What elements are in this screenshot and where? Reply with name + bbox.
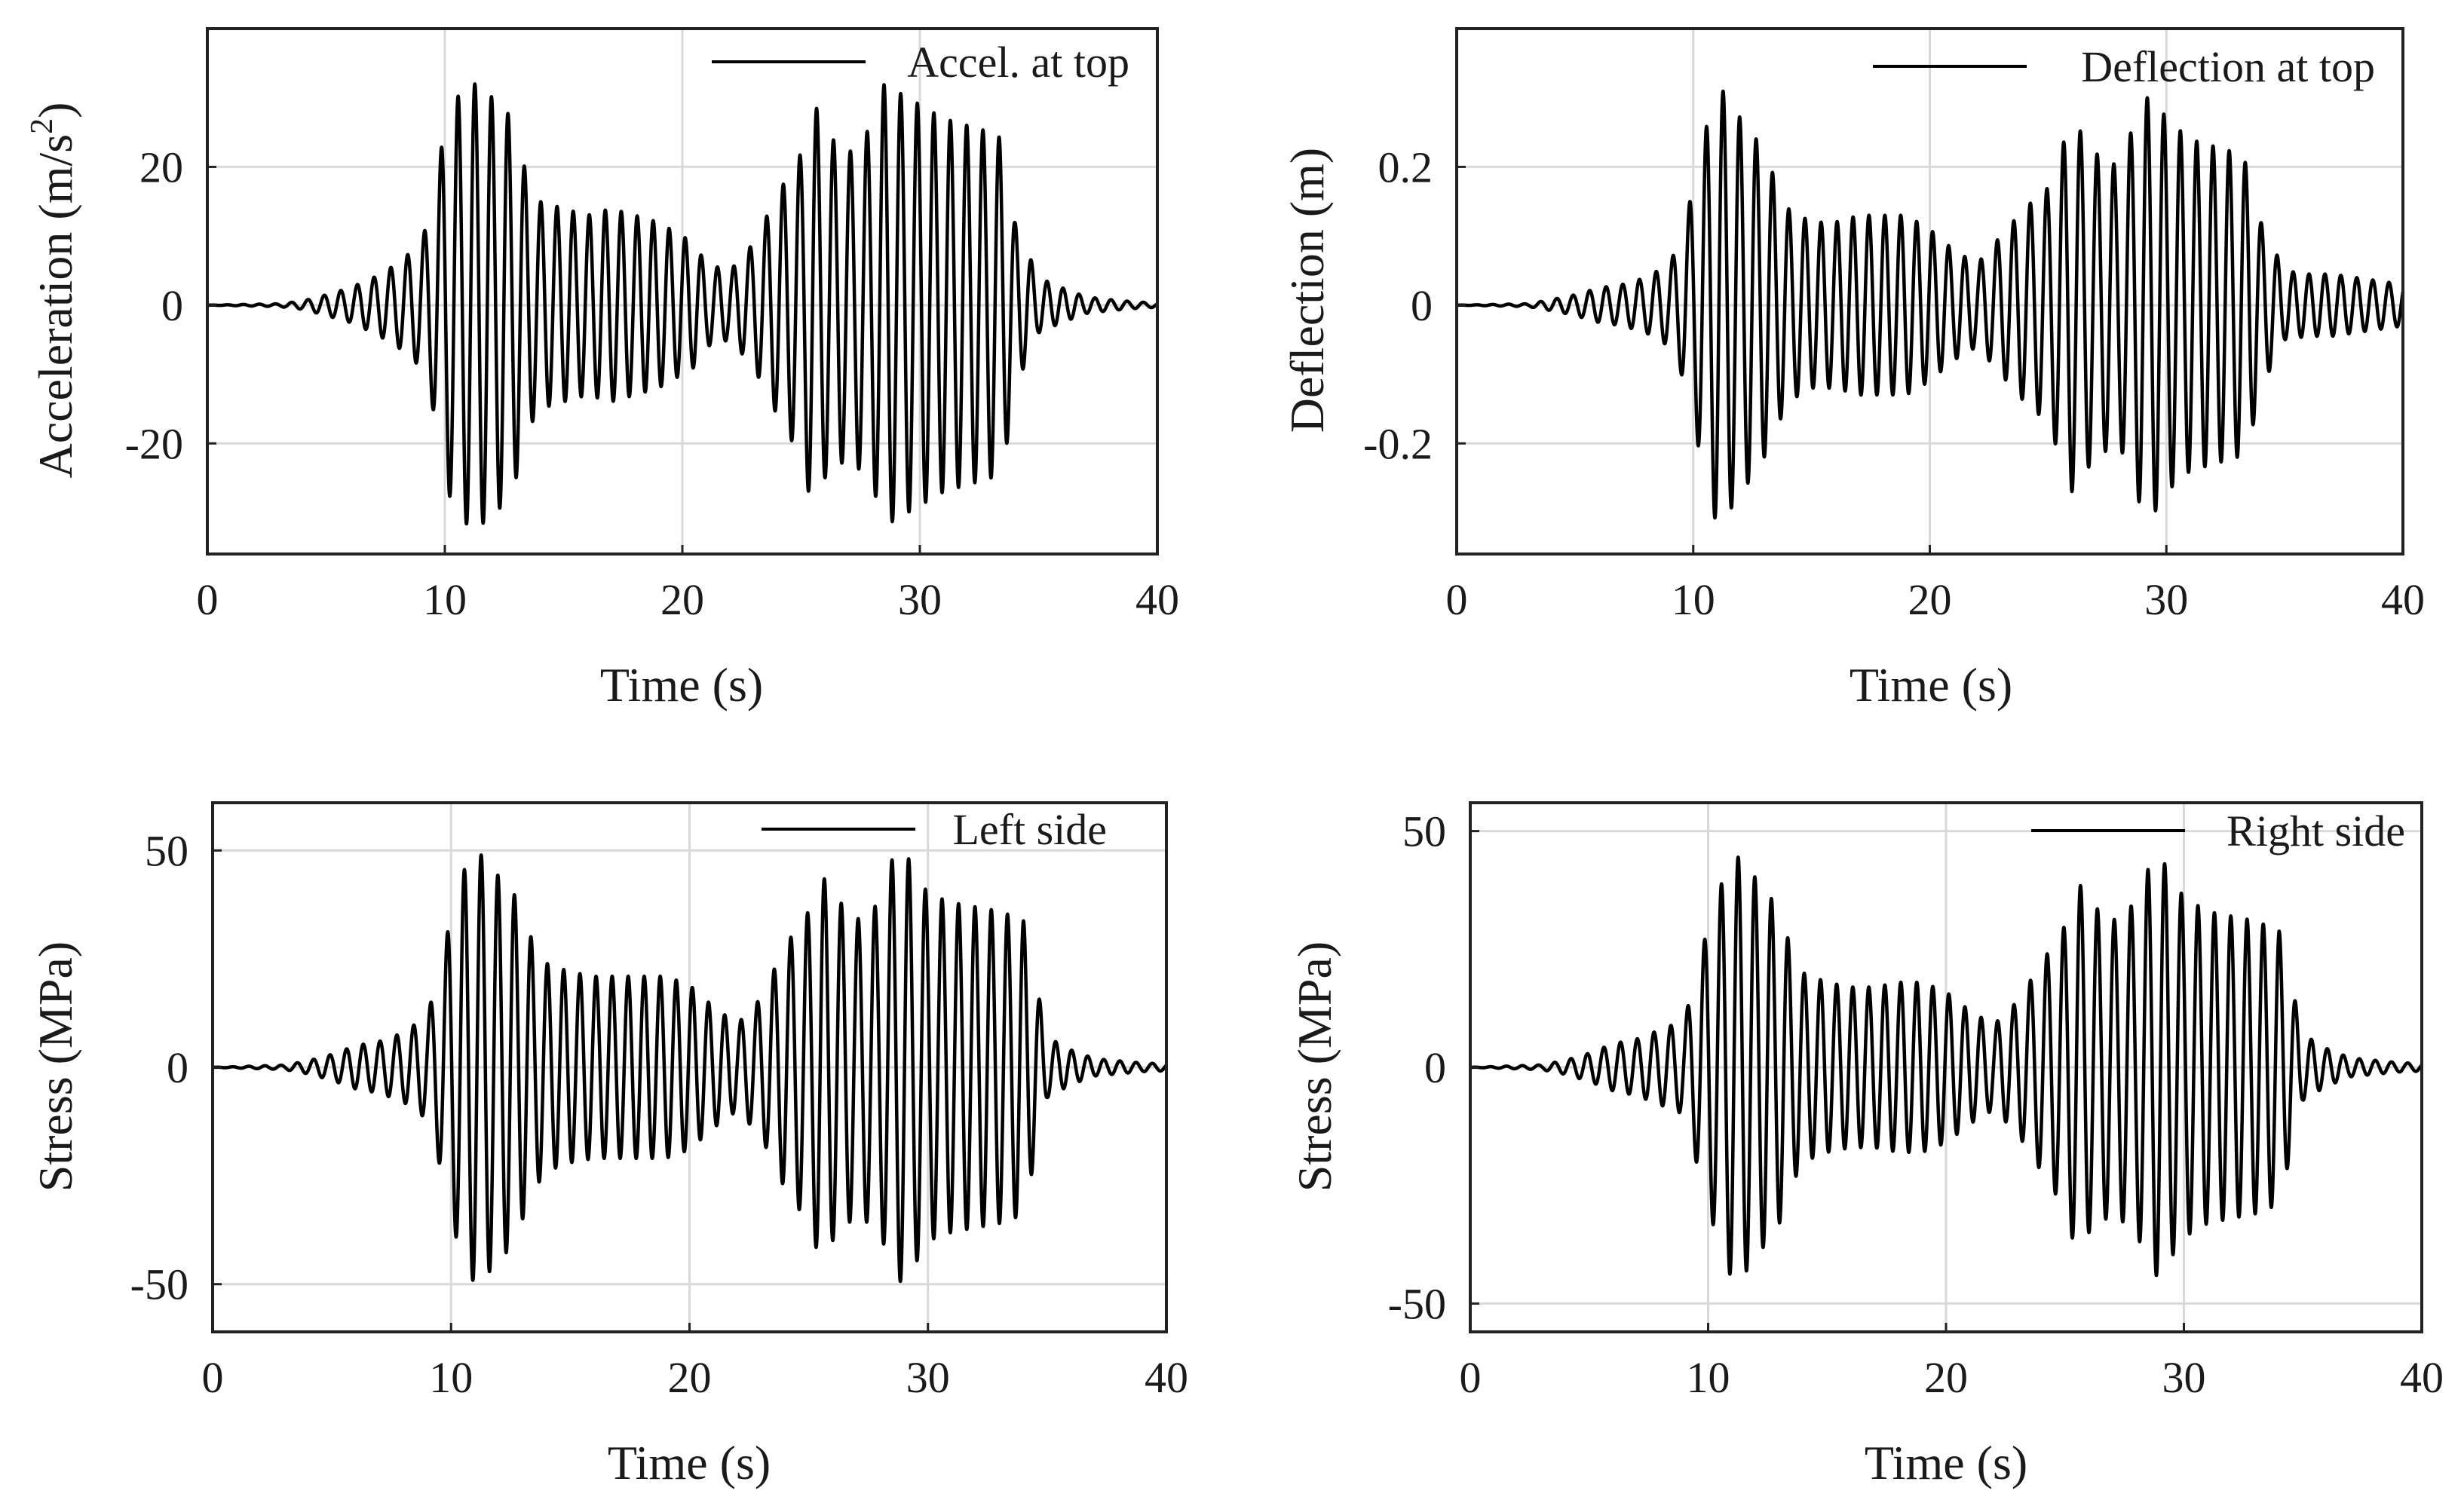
panel-acceleration-xtick-label-3: 30 xyxy=(898,575,942,624)
panel-acceleration-xtick-label-4: 40 xyxy=(1135,575,1179,624)
panel-stress-right-ytick-label-2: 50 xyxy=(1402,807,1446,856)
panel-acceleration-xlabel: Time (s) xyxy=(600,658,763,712)
panel-stress-left-xtick-label-0: 0 xyxy=(202,1353,224,1402)
panel-deflection-ylabel: Deflection (m) xyxy=(1280,148,1334,433)
panel-acceleration-ylabel: Acceleration (m/s2) xyxy=(25,103,82,479)
panel-deflection-xtick-label-0: 0 xyxy=(1446,575,1468,624)
panel-acceleration-ylabel-sup: 2 xyxy=(25,118,60,134)
panel-deflection-ticks: 0 10 20 30 40 -0.2 0 0.2 xyxy=(1363,142,2425,624)
panel-stress-left-legend: Left side xyxy=(762,805,1107,854)
panel-stress-left-legend-label: Left side xyxy=(952,805,1107,854)
panel-acceleration-series-line xyxy=(205,82,1160,526)
panel-stress-left: 0 10 20 30 40 -50 0 50 Time (s) Stress (MPa) Le… xyxy=(29,801,1188,1489)
panel-deflection-series-line xyxy=(1454,89,2405,520)
panel-stress-left-frame xyxy=(211,801,1168,1333)
panel-stress-right-data xyxy=(1468,855,2424,1278)
panel-stress-right: 0 10 20 30 40 -50 0 50 Time (s) Stress (MPa) Ri… xyxy=(1288,801,2444,1489)
panel-stress-left-xlabel: Time (s) xyxy=(608,1436,771,1489)
panel-acceleration-data xyxy=(205,82,1160,526)
panel-stress-right-legend-label: Right side xyxy=(2226,807,2405,856)
panel-acceleration: 0 10 20 30 40 -20 0 20 Time (s) Acceleration (m… xyxy=(25,27,1179,712)
panel-stress-left-xtick-label-4: 40 xyxy=(1145,1353,1188,1402)
panel-stress-left-ytick-label-1: 0 xyxy=(167,1043,188,1092)
panel-acceleration-xtick-label-0: 0 xyxy=(197,575,219,624)
panel-deflection-legend-label: Deflection at top xyxy=(2081,42,2375,91)
panel-stress-right-series-line xyxy=(1468,855,2424,1278)
panel-stress-left-xtick-label-2: 20 xyxy=(668,1353,712,1402)
panel-deflection-ytick-label-1: 0 xyxy=(1411,281,1433,330)
panel-stress-right-ylabel: Stress (MPa) xyxy=(1288,941,1341,1192)
panel-acceleration-ylabel-main: Acceleration (m/s xyxy=(29,134,82,479)
panel-stress-left-xtick-label-3: 30 xyxy=(906,1353,950,1402)
panel-stress-left-series-line xyxy=(210,853,1169,1284)
panel-stress-left-ytick-label-2: 50 xyxy=(145,826,188,875)
panel-deflection: 0 10 20 30 40 -0.2 0 0.2 Time (s) Deflection (m… xyxy=(1280,27,2425,712)
panel-deflection-data xyxy=(1454,89,2405,520)
panel-acceleration-xtick-label-1: 10 xyxy=(423,575,467,624)
panel-stress-right-xtick-label-4: 40 xyxy=(2400,1353,2444,1402)
panel-stress-left-ytick-label-0: -50 xyxy=(130,1260,188,1309)
panel-stress-right-legend: Right side xyxy=(2031,807,2405,856)
panel-deflection-xtick-label-3: 30 xyxy=(2144,575,2188,624)
panel-stress-right-xtick-label-2: 20 xyxy=(1924,1353,1968,1402)
panel-deflection-ytick-label-2: 0.2 xyxy=(1378,142,1433,191)
panel-stress-right-ytick-label-0: -50 xyxy=(1388,1279,1446,1328)
panel-acceleration-ticks: 0 10 20 30 40 -20 0 20 xyxy=(125,142,1179,624)
panel-acceleration-legend: Accel. at top xyxy=(712,38,1129,87)
panel-deflection-frame xyxy=(1455,27,2404,556)
panel-deflection-xtick-label-2: 20 xyxy=(1908,575,1952,624)
panel-acceleration-ytick-label-1: 0 xyxy=(161,281,183,330)
panel-deflection-xtick-label-1: 10 xyxy=(1672,575,1715,624)
panel-stress-left-ylabel: Stress (MPa) xyxy=(29,941,82,1192)
panel-acceleration-xtick-label-2: 20 xyxy=(660,575,704,624)
panel-stress-right-frame xyxy=(1469,801,2423,1333)
panel-stress-left-ticks: 0 10 20 30 40 -50 0 50 xyxy=(130,826,1188,1402)
panel-stress-right-ytick-label-1: 0 xyxy=(1424,1043,1446,1092)
panel-acceleration-frame xyxy=(206,27,1159,556)
panel-acceleration-ytick-label-0: -20 xyxy=(125,419,183,468)
panel-stress-left-data xyxy=(210,853,1169,1284)
panel-deflection-legend: Deflection at top xyxy=(1873,42,2375,91)
panel-stress-right-xtick-label-1: 10 xyxy=(1687,1353,1730,1402)
panel-stress-left-xtick-label-1: 10 xyxy=(429,1353,473,1402)
panel-acceleration-ytick-label-2: 20 xyxy=(139,142,183,191)
panel-stress-right-xtick-label-3: 30 xyxy=(2162,1353,2206,1402)
panel-deflection-xtick-label-4: 40 xyxy=(2381,575,2425,624)
panel-stress-right-xlabel: Time (s) xyxy=(1865,1436,2027,1489)
panel-stress-right-xtick-label-0: 0 xyxy=(1460,1353,1482,1402)
panel-deflection-xlabel: Time (s) xyxy=(1850,658,2012,712)
panel-acceleration-legend-label: Accel. at top xyxy=(907,38,1129,87)
panel-deflection-ytick-label-0: -0.2 xyxy=(1363,419,1433,468)
panel-acceleration-ylabel-suffix: ) xyxy=(29,103,82,118)
